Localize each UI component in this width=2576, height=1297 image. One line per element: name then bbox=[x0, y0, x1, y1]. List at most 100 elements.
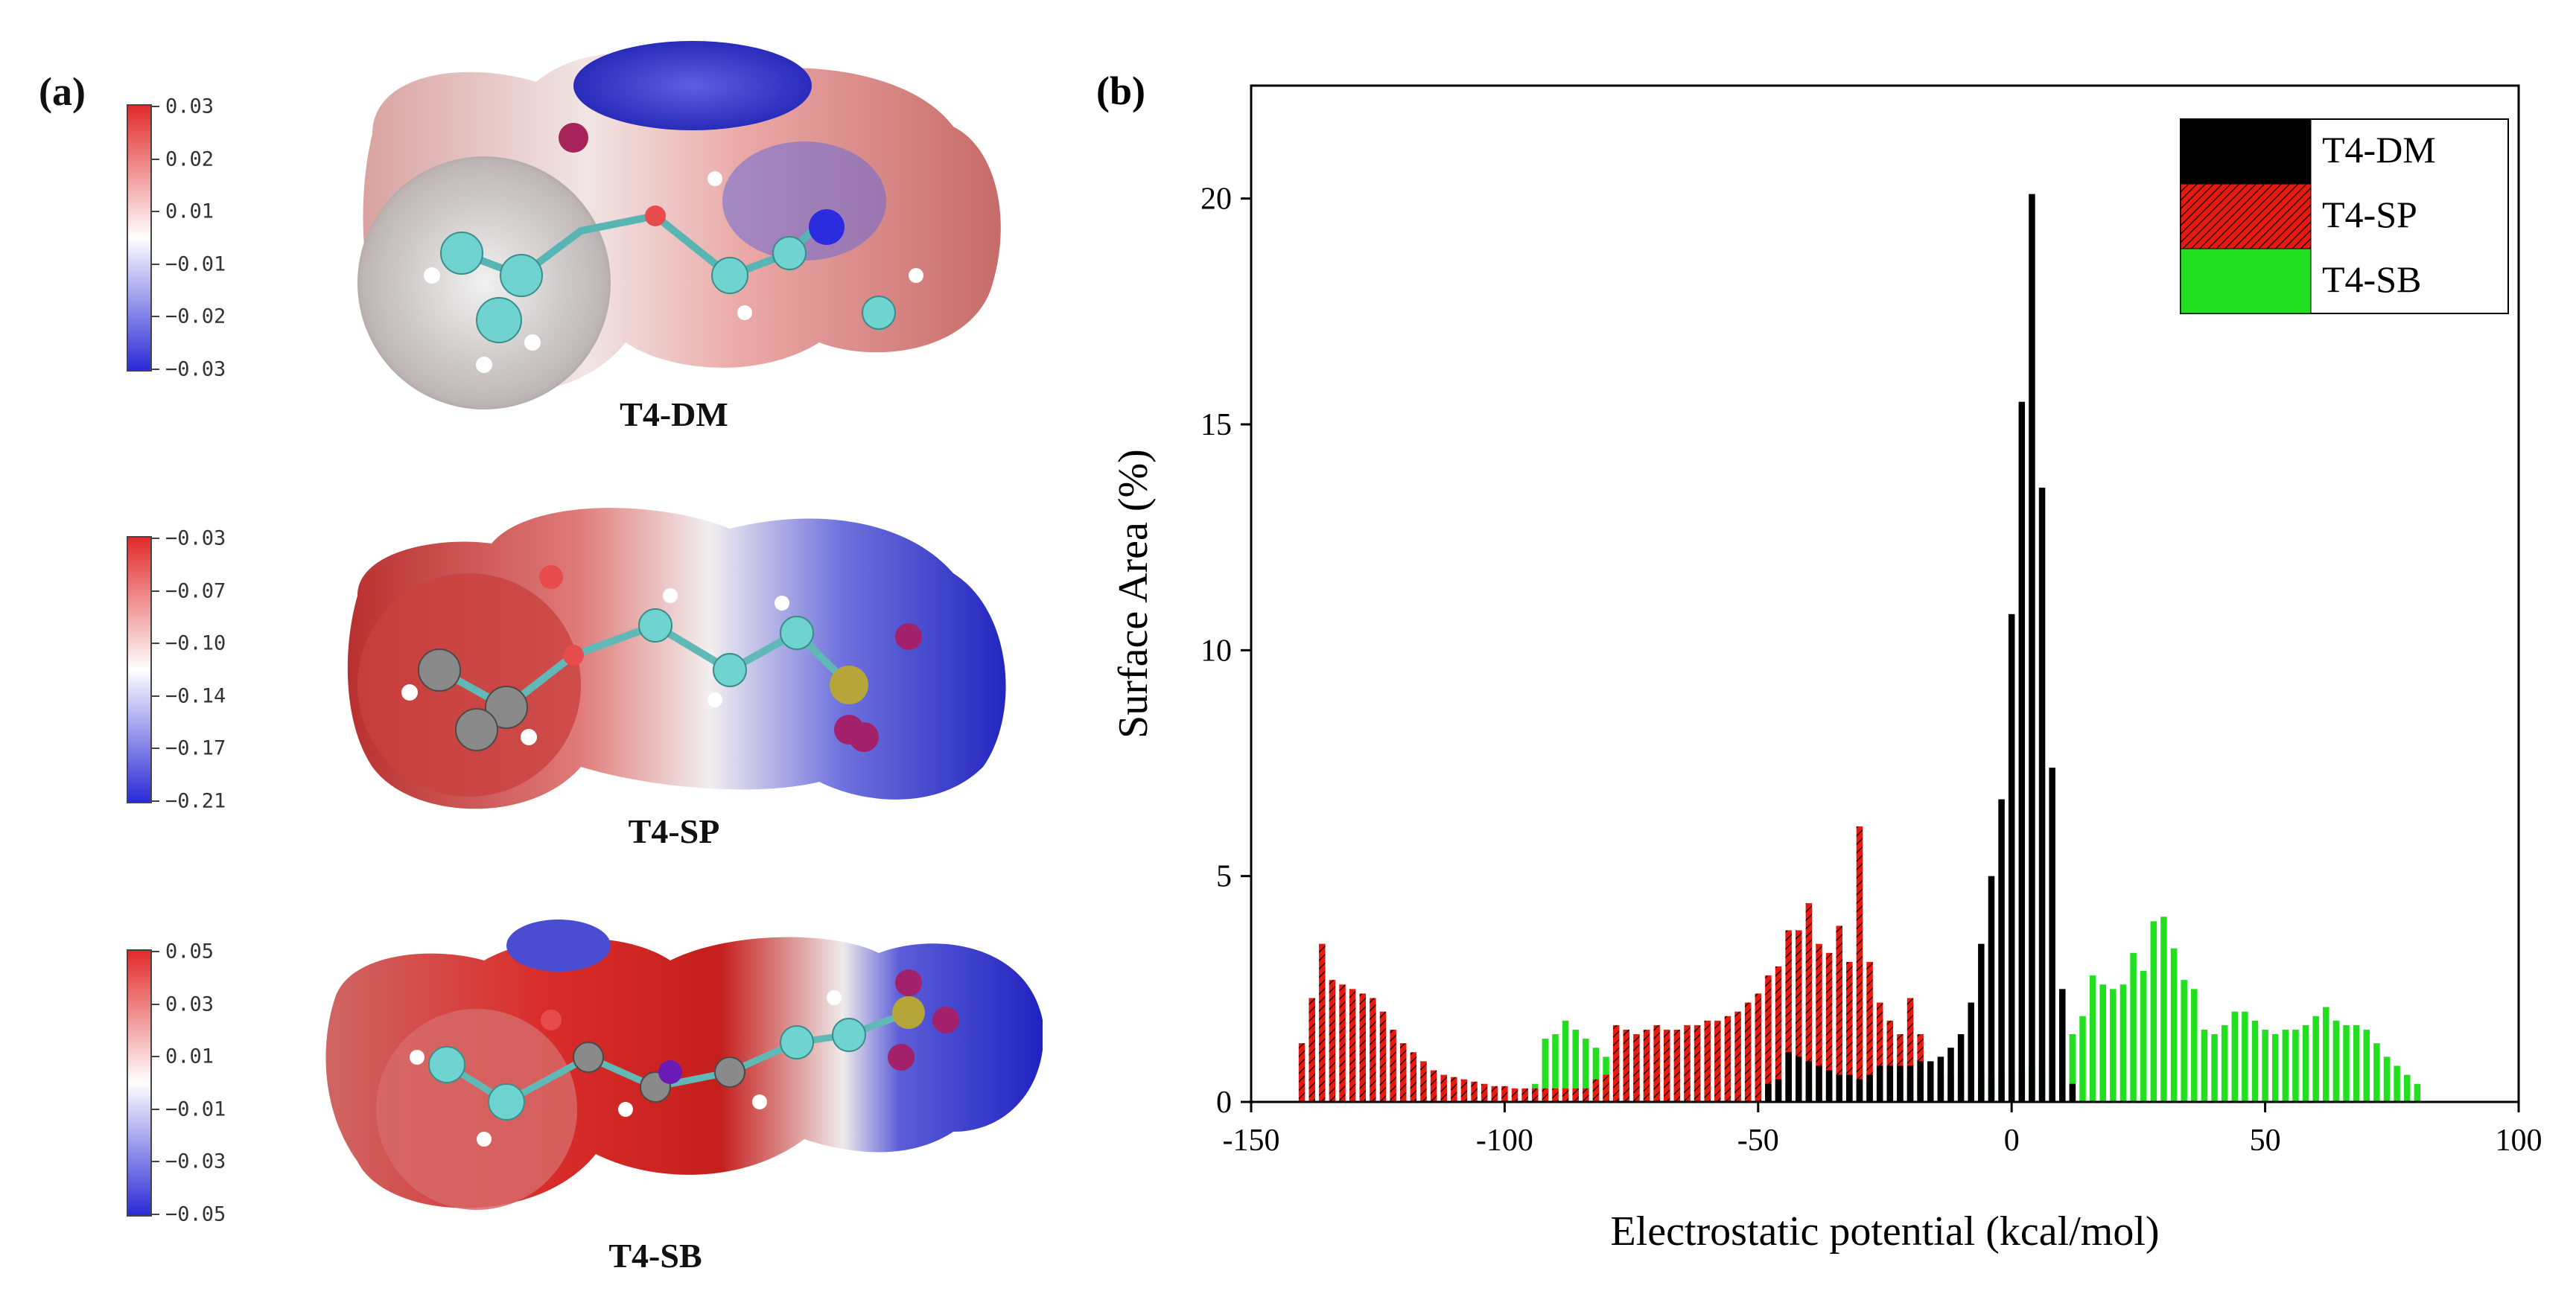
bar-t4-sp bbox=[1379, 1011, 1387, 1102]
bar-t4-sp bbox=[1694, 1024, 1701, 1102]
bar-t4-sp bbox=[1785, 930, 1792, 1102]
bar-t4-sp bbox=[1704, 1020, 1711, 1102]
colorbar-tick-mark bbox=[152, 369, 159, 370]
bar-t4-sp bbox=[1906, 998, 1914, 1102]
bar-t4-sp bbox=[1825, 952, 1833, 1102]
bar-t4-sb bbox=[2079, 1016, 2086, 1102]
molecule-title-t4-dm: T4-DM bbox=[620, 395, 728, 433]
bar-t4-sp bbox=[1775, 966, 1782, 1102]
bar-t4-sp bbox=[1603, 1074, 1609, 1102]
bar-t4-dm bbox=[1836, 1074, 1842, 1102]
legend-swatch-t4-sp bbox=[2180, 183, 2312, 249]
colorbar-tick-mark bbox=[152, 106, 159, 107]
bar-t4-dm bbox=[2049, 768, 2055, 1102]
legend-label-t4-dm: T4-DM bbox=[2322, 129, 2436, 171]
bar-t4-sb bbox=[2323, 1007, 2329, 1102]
bar-t4-dm bbox=[1765, 1083, 1772, 1102]
bar-t4-sp bbox=[1451, 1077, 1457, 1102]
bar-t4-sp bbox=[1349, 989, 1356, 1102]
bar-t4-sp bbox=[1308, 998, 1315, 1102]
bar-t4-sp bbox=[1420, 1061, 1427, 1102]
bar-t4-dm bbox=[1968, 1002, 1974, 1102]
bar-t4-sp bbox=[1471, 1081, 1478, 1102]
molecule-surface-t4-dm bbox=[343, 30, 1028, 450]
colorbar-tick-mark bbox=[152, 1214, 159, 1215]
bar-t4-dm bbox=[2008, 614, 2015, 1102]
y-tick-label: 10 bbox=[1200, 634, 1232, 668]
bar-t4-sp bbox=[1460, 1079, 1468, 1102]
bar-t4-sb bbox=[1552, 1034, 1559, 1102]
bar-t4-sb bbox=[2332, 1020, 2340, 1102]
bar-t4-sp bbox=[1440, 1074, 1447, 1102]
bar-t4-sb bbox=[2211, 1034, 2218, 1102]
bar-t4-sp bbox=[1592, 1079, 1600, 1102]
bar-t4-dm bbox=[1906, 1065, 1914, 1102]
bar-t4-sp bbox=[1562, 1088, 1569, 1102]
legend-label-t4-sb: T4-SB bbox=[2322, 258, 2421, 300]
bar-t4-sp bbox=[1319, 943, 1326, 1102]
colorbar-tick-label: 0.03 bbox=[165, 992, 214, 1016]
colorbar-tick-mark bbox=[152, 316, 159, 318]
bar-t4-sp bbox=[1643, 1029, 1650, 1102]
colorbar-tick-mark bbox=[152, 695, 159, 697]
bar-t4-dm bbox=[1846, 1074, 1853, 1102]
panel-a-label: (a) bbox=[39, 69, 86, 114]
bar-t4-dm bbox=[1816, 1065, 1822, 1102]
bar-t4-sp bbox=[1653, 1024, 1660, 1102]
bar-t4-sp bbox=[1511, 1088, 1518, 1102]
bar-t4-sb bbox=[1562, 1020, 1569, 1102]
colorbar-tick-label: 0.02 bbox=[165, 147, 214, 171]
bar-t4-sb bbox=[2343, 1024, 2350, 1102]
bar-t4-sp bbox=[1846, 961, 1853, 1102]
colorbar-tick-label: −0.07 bbox=[165, 579, 226, 603]
bar-t4-sp bbox=[1765, 975, 1772, 1102]
legend-label-t4-sp: T4-SP bbox=[2322, 194, 2417, 235]
bar-t4-sp bbox=[1856, 826, 1863, 1102]
bar-t4-sp bbox=[1339, 984, 1346, 1102]
bar-t4-sp bbox=[1542, 1088, 1549, 1102]
x-tick-label: 0 bbox=[2004, 1124, 2020, 1158]
bar-t4-sb bbox=[2089, 975, 2096, 1102]
bar-t4-sb bbox=[2140, 971, 2147, 1102]
bar-t4-sb bbox=[2271, 1034, 2279, 1102]
bar-t4-dm bbox=[1775, 1079, 1782, 1102]
bar-t4-sp bbox=[1410, 1052, 1417, 1102]
bar-t4-dm bbox=[2069, 1083, 2076, 1102]
bar-t4-sp bbox=[1673, 1029, 1681, 1102]
colorbar-tick-mark bbox=[152, 538, 159, 539]
bar-t4-dm bbox=[1856, 1079, 1863, 1102]
bar-t4-sb bbox=[1592, 1048, 1600, 1102]
bar-t4-dm bbox=[1927, 1061, 1934, 1102]
colorbar-tick-label: 0.05 bbox=[165, 940, 214, 963]
bar-t4-sp bbox=[1886, 1020, 1894, 1102]
bar-t4-sb bbox=[2130, 952, 2137, 1102]
bar-t4-sb bbox=[2353, 1024, 2360, 1102]
bar-t4-sp bbox=[1734, 1011, 1741, 1102]
bar-t4-dm bbox=[1917, 1061, 1924, 1102]
bar-t4-sp bbox=[1805, 903, 1813, 1102]
bar-t4-sb bbox=[1542, 1039, 1549, 1102]
bar-t4-sb bbox=[2383, 1057, 2391, 1102]
bar-t4-dm bbox=[1998, 799, 2005, 1102]
bar-t4-sp bbox=[1714, 1020, 1721, 1102]
bar-t4-sb bbox=[2403, 1074, 2411, 1102]
bar-t4-sb bbox=[2191, 989, 2198, 1102]
colorbar-tick-label: 0.01 bbox=[165, 200, 214, 223]
bar-t4-sp bbox=[1390, 1029, 1396, 1102]
colorbar-t4-sb bbox=[127, 949, 152, 1217]
bar-t4-sb bbox=[2312, 1016, 2319, 1102]
colorbar-tick-label: 0.03 bbox=[165, 95, 214, 118]
esp-histogram-chart: (b) -150 -100 -50 0 50 100 0 5 10 15 20 Electrostat… bbox=[1096, 68, 2542, 1255]
x-tick-label: -50 bbox=[1737, 1124, 1779, 1158]
x-tick-label: 100 bbox=[2496, 1124, 2542, 1158]
bar-t4-sp bbox=[1836, 925, 1842, 1102]
bar-t4-dm bbox=[2038, 487, 2046, 1102]
bar-t4-sp bbox=[1430, 1070, 1437, 1102]
bar-t4-dm bbox=[1988, 876, 1995, 1102]
bar-t4-sp bbox=[1744, 1002, 1752, 1102]
y-tick-label: 15 bbox=[1200, 408, 1232, 442]
bar-t4-sb bbox=[2170, 948, 2178, 1102]
bar-t4-sp bbox=[1370, 998, 1376, 1102]
bar-t4-sb bbox=[2181, 980, 2187, 1102]
bar-t4-sb bbox=[2302, 1024, 2309, 1102]
